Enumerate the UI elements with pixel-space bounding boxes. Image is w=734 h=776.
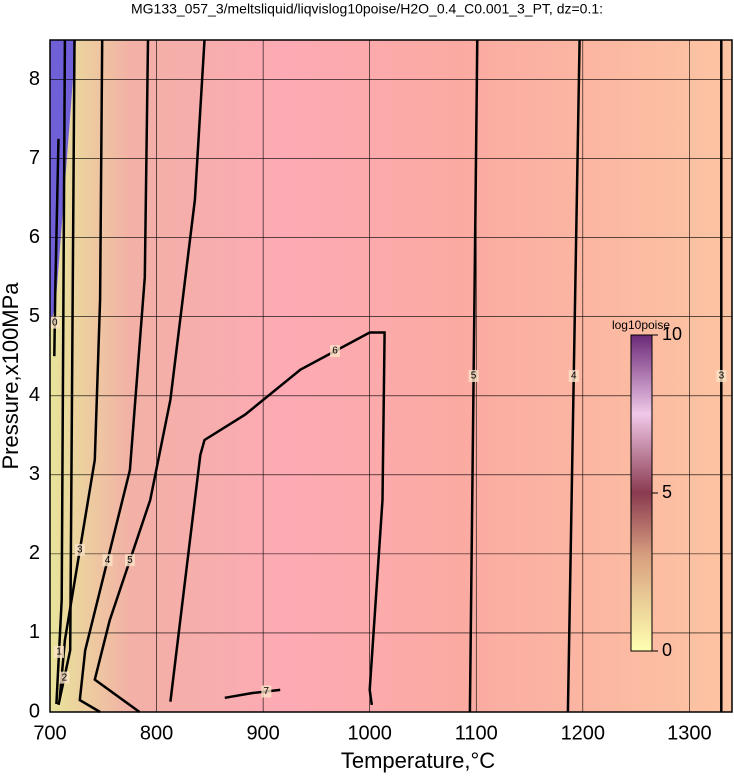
contour-line xyxy=(93,39,206,714)
chart-title: MG133_057_3/meltsliquid/liqvislog10poise… xyxy=(131,1,603,17)
x-tick-label: 1000 xyxy=(347,722,392,744)
contour-line xyxy=(55,39,67,705)
x-tick-label: 1300 xyxy=(667,722,712,744)
contour-label: 4 xyxy=(105,555,111,566)
x-tick-label: 1100 xyxy=(455,722,498,744)
contour-label: 7 xyxy=(264,686,270,697)
contour-label-bg xyxy=(124,554,135,567)
x-tick-label: 900 xyxy=(246,722,279,744)
y-tick-label: 3 xyxy=(29,463,40,485)
contour-label-bg xyxy=(330,345,341,358)
x-tick-label: 800 xyxy=(140,722,173,744)
contour-label-bg xyxy=(74,543,85,556)
contour-label: 0 xyxy=(52,317,58,328)
contour-label-bg xyxy=(716,370,727,382)
contour-label-bg xyxy=(59,671,70,684)
contour-label: 4 xyxy=(571,371,577,382)
contour-label: 6 xyxy=(332,346,338,357)
contour-line xyxy=(58,39,104,701)
contour-label: 3 xyxy=(719,371,725,382)
y-tick-label: 4 xyxy=(29,384,40,406)
y-tick-label: 0 xyxy=(29,700,40,722)
contour-label-bg xyxy=(261,685,272,698)
contour-line xyxy=(57,39,76,706)
y-tick-label: 2 xyxy=(29,542,40,564)
y-tick-label: 1 xyxy=(29,621,40,643)
colorbar-tick-label: 10 xyxy=(662,324,682,344)
contour-label-bg xyxy=(49,316,60,329)
y-tick-label: 6 xyxy=(29,226,40,248)
contour-label: 1 xyxy=(56,647,62,658)
colorbar-tick-label: 0 xyxy=(662,640,672,660)
colorbar-tick-label: 5 xyxy=(662,482,672,502)
y-axis-label: Pressure,x100MPa xyxy=(0,282,23,470)
colorbar: log10poise 0 5 10 xyxy=(612,318,682,660)
contour-label-bg xyxy=(102,554,113,567)
contour-label: 5 xyxy=(471,371,477,382)
contour-label: 3 xyxy=(77,545,83,556)
contour-label-bg xyxy=(568,370,579,382)
contour-label: 5 xyxy=(127,555,133,566)
contour-label-bg xyxy=(468,370,479,382)
contour-line xyxy=(53,138,60,357)
colorbar-label: log10poise xyxy=(612,318,670,332)
contour-label: 2 xyxy=(62,672,68,683)
y-tick-label: 7 xyxy=(29,147,40,169)
x-tick-label: 700 xyxy=(33,722,66,744)
y-tick-label: 8 xyxy=(29,68,40,90)
colorbar-scale xyxy=(630,334,653,652)
x-axis-label: Temperature,°C xyxy=(341,748,495,773)
plot-frame xyxy=(49,39,733,713)
contour-label-bg xyxy=(54,645,65,658)
x-tick-label: 1200 xyxy=(561,722,606,744)
background xyxy=(50,40,732,712)
y-tick-label: 5 xyxy=(29,305,40,327)
